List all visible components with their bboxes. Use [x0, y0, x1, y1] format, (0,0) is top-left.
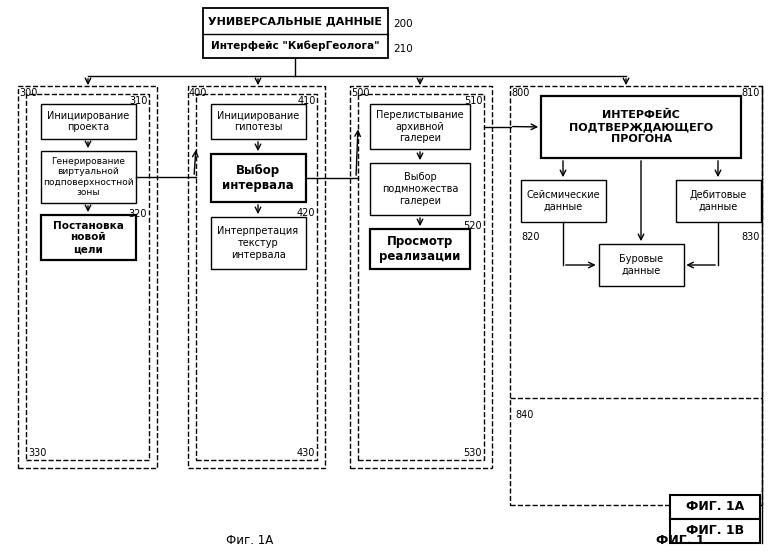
Text: ФИГ. 1В: ФИГ. 1В: [686, 525, 744, 538]
Text: 330: 330: [28, 448, 46, 458]
Bar: [598, 244, 683, 286]
Bar: [41, 215, 136, 260]
Text: 840: 840: [515, 410, 534, 420]
Text: 520: 520: [463, 221, 482, 231]
Text: 310: 310: [129, 96, 148, 106]
Text: Просмотр
реализации: Просмотр реализации: [379, 235, 461, 263]
Bar: [211, 217, 306, 269]
Bar: [541, 96, 741, 158]
Bar: [670, 495, 760, 519]
Text: 830: 830: [741, 232, 760, 242]
Bar: [358, 94, 484, 460]
Bar: [670, 519, 760, 543]
Bar: [675, 180, 760, 222]
Text: 430: 430: [296, 448, 315, 458]
Text: 510: 510: [465, 96, 483, 106]
Text: 410: 410: [298, 96, 316, 106]
Bar: [370, 163, 470, 215]
Text: Инициирование
гипотезы: Инициирование гипотезы: [217, 111, 299, 133]
Bar: [18, 86, 157, 468]
Text: 420: 420: [296, 208, 315, 218]
Text: Перелистывание
архивной
галереи: Перелистывание архивной галереи: [376, 110, 464, 143]
Bar: [188, 86, 325, 468]
Text: Фиг. 1А: Фиг. 1А: [226, 534, 274, 546]
Text: ФИГ. 1А: ФИГ. 1А: [686, 501, 744, 514]
Text: 320: 320: [129, 209, 147, 219]
Bar: [203, 8, 388, 58]
Text: Интерфейс "КиберГеолога": Интерфейс "КиберГеолога": [211, 41, 379, 51]
Bar: [41, 104, 136, 139]
Bar: [211, 104, 306, 139]
Text: 400: 400: [189, 88, 207, 98]
Text: Сейсмические
данные: Сейсмические данные: [526, 190, 600, 212]
Bar: [26, 94, 149, 460]
Text: 530: 530: [463, 448, 482, 458]
Text: Буровые
данные: Буровые данные: [619, 254, 663, 276]
Text: Интерпретация
текстур
интервала: Интерпретация текстур интервала: [218, 226, 299, 260]
Text: Дебитовые
данные: Дебитовые данные: [690, 190, 746, 212]
Text: Выбор
подмножества
галереи: Выбор подмножества галереи: [382, 173, 458, 206]
Text: 820: 820: [522, 232, 540, 242]
Text: 800: 800: [511, 88, 530, 98]
Text: 200: 200: [393, 19, 413, 29]
Text: Постановка
новой
цели: Постановка новой цели: [52, 221, 123, 254]
Text: Инициирование
проекта: Инициирование проекта: [47, 111, 129, 133]
Bar: [370, 229, 470, 269]
Bar: [370, 104, 470, 149]
Text: УНИВЕРСАЛЬНЫЕ ДАННЫЕ: УНИВЕРСАЛЬНЫЕ ДАННЫЕ: [208, 16, 382, 26]
Text: 300: 300: [19, 88, 37, 98]
Text: 210: 210: [393, 44, 413, 54]
Text: 810: 810: [742, 88, 760, 98]
Bar: [350, 86, 492, 468]
Bar: [520, 180, 605, 222]
Text: 500: 500: [351, 88, 370, 98]
Bar: [211, 154, 306, 202]
Text: Выбор
интервала: Выбор интервала: [222, 164, 294, 192]
Text: ФИГ. 1: ФИГ. 1: [656, 534, 704, 546]
Bar: [196, 94, 317, 460]
Bar: [510, 86, 762, 505]
Bar: [41, 151, 136, 203]
Text: ИНТЕРФЕЙС
ПОДТВЕРЖДАЮЩЕГО
ПРОГОНА: ИНТЕРФЕЙС ПОДТВЕРЖДАЮЩЕГО ПРОГОНА: [569, 110, 713, 144]
Text: Генерирование
виртуальной
подповерхностной
зоны: Генерирование виртуальной подповерхностн…: [43, 157, 133, 197]
